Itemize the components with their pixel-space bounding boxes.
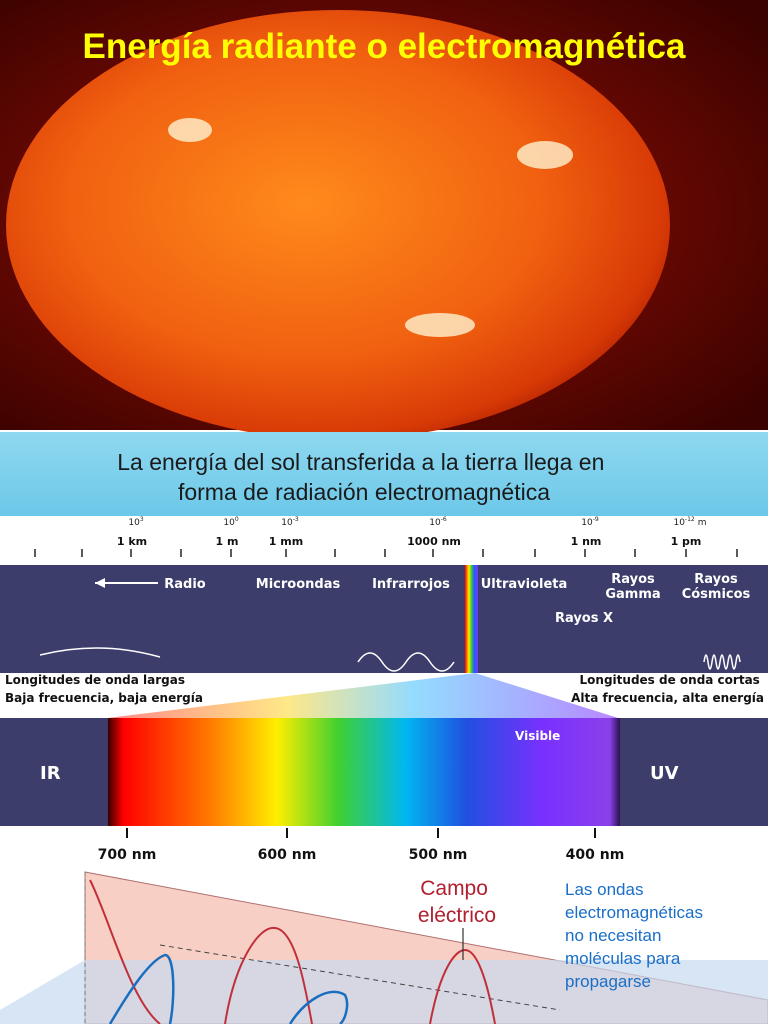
flare	[405, 313, 475, 337]
power-base: 10	[581, 518, 593, 528]
wave-medium	[357, 652, 455, 672]
note-line: moléculas para	[565, 949, 681, 968]
field-label: Campo eléctrico	[418, 877, 496, 927]
band-line: Cósmicos	[682, 587, 751, 602]
magnetic-plane	[0, 960, 768, 1024]
axis	[159, 944, 561, 1011]
power-base: 10	[223, 518, 235, 528]
wavelength-label: 500 nm	[409, 847, 468, 863]
power-exp: 3	[140, 516, 144, 523]
note-line: no necesitan	[565, 926, 661, 945]
flare	[168, 118, 212, 142]
power-base: 10	[128, 518, 140, 528]
power: 10-9	[581, 516, 599, 528]
short-waves: Longitudes de onda cortas Alta frecuenci…	[571, 673, 764, 705]
power-exp: -9	[593, 516, 599, 523]
band-labels: Radio Microondas Infrarrojos Ultravioleta Ra…	[164, 572, 750, 626]
rainbow	[108, 718, 620, 826]
banner-line: forma de radiación electromagnética	[178, 479, 550, 505]
scale-label: 1 nm	[571, 535, 602, 548]
caption-line: Longitudes de onda cortas	[580, 673, 760, 687]
band-label: Rayos Gamma	[605, 572, 660, 602]
band-label: Radio	[164, 577, 206, 592]
band-label: Microondas	[256, 577, 341, 592]
scale-label: 1 m	[216, 535, 239, 548]
band-label: Rayos X	[555, 611, 613, 626]
power: 10-3	[281, 516, 299, 528]
band-line: Rayos	[694, 572, 738, 587]
power-base: 10	[281, 518, 293, 528]
band-line: Radio	[164, 577, 206, 592]
band-label: Ultravioleta	[481, 577, 568, 592]
field-line: Campo	[420, 877, 488, 900]
note: Las ondas electromagnéticas no necesitan mo…	[565, 880, 703, 991]
ir-label: IR	[40, 763, 61, 784]
visible-fan	[108, 673, 618, 718]
wavelength-label: 400 nm	[566, 847, 625, 863]
band-line: Ultravioleta	[481, 577, 568, 592]
power-base: 10	[673, 518, 685, 528]
flare	[517, 141, 573, 169]
band-label: Rayos Cósmicos	[682, 572, 751, 602]
banner-text: La energía del sol transferida a la tier…	[117, 449, 611, 505]
power: 103	[128, 516, 143, 528]
power-base: 10	[429, 518, 441, 528]
wavelength-label: 600 nm	[258, 847, 317, 863]
band-line: Gamma	[605, 587, 660, 602]
scale-label: 1 mm	[269, 535, 303, 548]
caption-line: Baja frecuencia, baja energía	[5, 691, 203, 705]
band-line: Infrarrojos	[372, 577, 450, 592]
power-exp: -3	[293, 516, 299, 523]
long-waves: Longitudes de onda largas Baja frecuenci…	[5, 673, 203, 705]
note-line: electromagnéticas	[565, 903, 703, 922]
band-line: Microondas	[256, 577, 341, 592]
scale-label: 1000 nm	[407, 535, 461, 548]
note-line: Las ondas	[565, 880, 643, 899]
power: 100	[223, 516, 238, 528]
power: 10-6	[429, 516, 447, 528]
uv-label: UV	[650, 763, 679, 784]
band-label: Infrarrojos	[372, 577, 450, 592]
magnetic-wave	[108, 953, 349, 1024]
power-exp: -12	[685, 516, 695, 523]
sun	[6, 10, 670, 440]
title: Energía radiante o electromagnética	[83, 27, 687, 66]
note-line: propagarse	[565, 972, 651, 991]
caption-line: Alta frecuencia, alta energía	[571, 691, 764, 705]
visible-line	[465, 565, 478, 673]
electric-wave	[89, 879, 496, 1024]
wave-short	[703, 654, 741, 670]
scale-label: 1 pm	[671, 535, 702, 548]
band-line: Rayos X	[555, 611, 613, 626]
arrow-head	[95, 578, 105, 588]
band-line: Rayos	[611, 572, 655, 587]
visible-label: Visible	[515, 729, 560, 743]
banner	[0, 432, 768, 516]
field-line: eléctrico	[418, 904, 496, 927]
power: 10-12 m	[673, 516, 706, 528]
power-unit: m	[698, 518, 707, 528]
banner-line: La energía del sol transferida a la tier…	[117, 449, 604, 475]
caption-line: Longitudes de onda largas	[5, 673, 185, 687]
note-text: Las ondas electromagnéticas no necesitan mo…	[565, 880, 703, 991]
nm-labels: 700 nm 600 nm 500 nm 400 nm	[98, 828, 625, 863]
scale-label: 1 km	[117, 535, 147, 548]
power-exp: -6	[441, 516, 447, 523]
power-exp: 0	[235, 516, 239, 523]
wave-long	[39, 647, 161, 658]
wavelength-label: 700 nm	[98, 847, 157, 863]
